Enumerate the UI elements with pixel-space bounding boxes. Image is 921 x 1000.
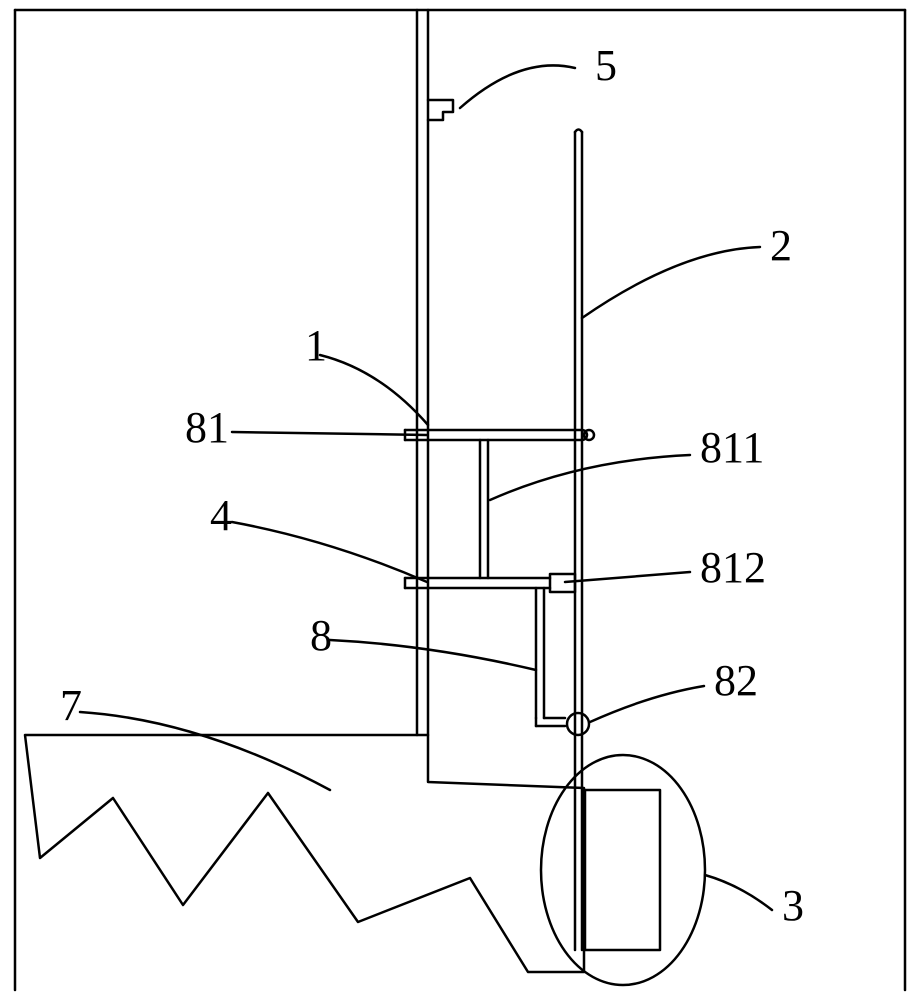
rod-2-cap xyxy=(575,130,582,133)
bracket-5 xyxy=(428,100,453,120)
labels-layer: 5 2 1 81 811 4 812 8 82 7 3 xyxy=(60,41,804,930)
label-4: 4 xyxy=(210,491,232,540)
label-3: 3 xyxy=(782,881,804,930)
label-82: 82 xyxy=(714,656,758,705)
label-81: 81 xyxy=(185,403,229,452)
label-5: 5 xyxy=(595,41,617,90)
leader-81 xyxy=(232,432,427,435)
bar-4-rightcap xyxy=(550,574,575,592)
leader-82 xyxy=(590,686,704,722)
ball-82 xyxy=(567,713,589,735)
leader-5 xyxy=(460,65,575,108)
leader-812 xyxy=(565,572,690,582)
label-812: 812 xyxy=(700,543,766,592)
label-2: 2 xyxy=(770,221,792,270)
technical-diagram: 5 2 1 81 811 4 812 8 82 7 3 xyxy=(0,0,921,1000)
label-1: 1 xyxy=(305,321,327,370)
box-3 xyxy=(585,790,660,950)
leader-lines xyxy=(80,65,772,910)
label-8: 8 xyxy=(310,611,332,660)
leader-2 xyxy=(582,247,760,318)
terrain-7 xyxy=(25,735,584,972)
leader-7 xyxy=(80,712,330,790)
leader-1 xyxy=(320,355,428,425)
leader-4 xyxy=(232,522,427,582)
leader-8 xyxy=(330,640,536,670)
bar-81-end xyxy=(584,430,594,440)
geometry-layer xyxy=(15,10,905,990)
label-811: 811 xyxy=(700,423,764,472)
leader-811 xyxy=(490,455,690,500)
label-7: 7 xyxy=(60,681,82,730)
leader-3 xyxy=(705,875,772,910)
